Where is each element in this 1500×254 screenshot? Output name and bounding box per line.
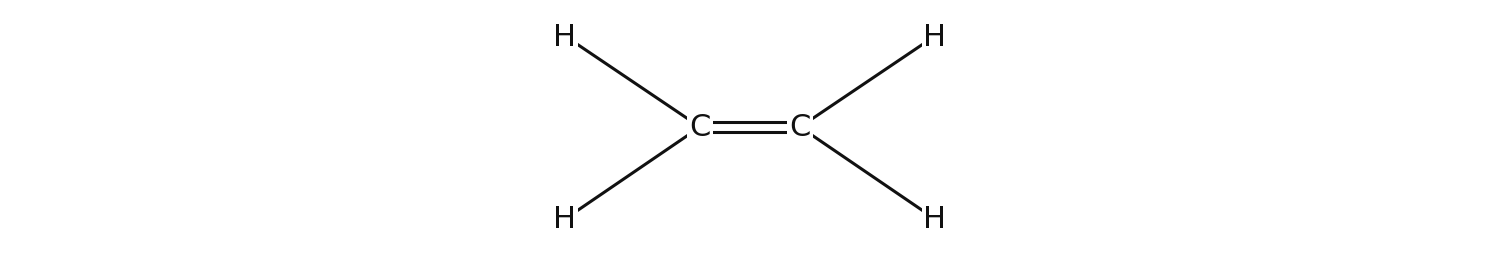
Text: C: C — [690, 113, 711, 142]
Text: H: H — [554, 205, 576, 234]
Text: H: H — [924, 205, 946, 234]
Text: C: C — [789, 113, 810, 142]
Text: H: H — [924, 22, 946, 51]
Text: H: H — [554, 22, 576, 51]
